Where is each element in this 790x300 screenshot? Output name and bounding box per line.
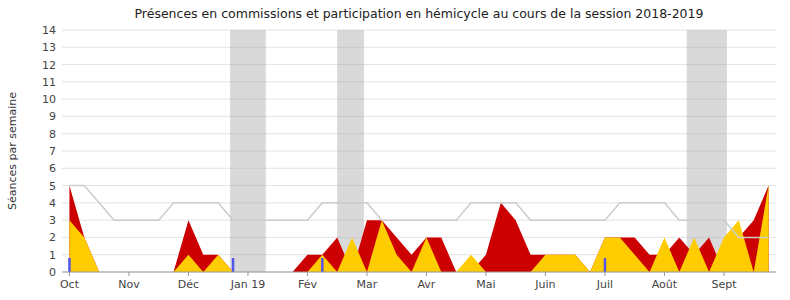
y-axis-label: Séances par semaine	[6, 92, 19, 210]
highlight-bar	[232, 258, 235, 272]
y-tick-label: 7	[49, 145, 56, 158]
grid-line	[62, 168, 776, 169]
x-tick-label: Oct	[60, 278, 80, 291]
grid-line	[62, 30, 776, 31]
y-tick-label: 0	[49, 266, 56, 279]
y-tick-label: 1	[49, 249, 56, 262]
y-tick-label: 9	[49, 110, 56, 123]
y-tick-label: 11	[42, 76, 56, 89]
x-tick-label: Déc	[178, 278, 199, 291]
y-axis: 01234567891011121314	[42, 24, 776, 279]
grid-line	[62, 64, 776, 65]
x-tick-label: Août	[652, 278, 678, 291]
y-tick-label: 2	[49, 231, 56, 244]
grid-line	[62, 81, 776, 82]
x-tick-label: Mar	[357, 278, 378, 291]
recess-band	[337, 30, 364, 272]
highlight-bar	[68, 258, 71, 272]
y-tick-label: 8	[49, 128, 56, 141]
x-tick	[545, 272, 546, 276]
grid-line	[62, 151, 776, 152]
y-tick-label: 12	[42, 59, 56, 72]
background	[0, 0, 790, 300]
area	[69, 186, 768, 272]
grid-line	[62, 202, 776, 203]
x-tick-label: Fév	[298, 278, 317, 291]
x-tick-label: Sept	[711, 278, 737, 291]
x-tick	[426, 272, 427, 276]
x-tick	[188, 272, 189, 276]
x-tick-label: Juin	[534, 278, 555, 291]
x-tick	[366, 272, 367, 276]
x-tick	[247, 272, 248, 276]
x-tick-label: Nov	[118, 278, 140, 291]
x-tick	[604, 272, 605, 276]
highlight-bar	[321, 258, 324, 272]
y-tick-label: 14	[42, 24, 56, 37]
chart: 01234567891011121314OctNovDécJan 19FévMa…	[0, 0, 790, 300]
recess-band	[687, 30, 727, 272]
x-axis-line	[62, 272, 776, 273]
recess-band	[230, 30, 266, 272]
plot-area	[69, 30, 768, 272]
grid-line	[62, 116, 776, 117]
y-tick-label: 10	[42, 93, 56, 106]
grid-line	[62, 185, 776, 186]
y-tick-label: 6	[49, 162, 56, 175]
x-tick	[128, 272, 129, 276]
x-tick	[307, 272, 308, 276]
y-tick-label: 5	[49, 180, 56, 193]
line	[69, 186, 768, 238]
highlight-bar	[604, 258, 607, 272]
grid-line	[62, 99, 776, 100]
x-tick	[723, 272, 724, 276]
x-tick-label: Mai	[476, 278, 495, 291]
title: Présences en commissions et participatio…	[135, 6, 704, 21]
x-tick	[69, 272, 70, 276]
y-tick-label: 3	[49, 214, 56, 227]
grid-line	[62, 47, 776, 48]
area	[69, 186, 768, 272]
y-tick-label: 4	[49, 197, 56, 210]
x-tick	[664, 272, 665, 276]
x-tick	[485, 272, 486, 276]
y-tick-label: 13	[42, 41, 56, 54]
x-tick-label: Avr	[417, 278, 435, 291]
grid-line	[62, 237, 776, 238]
x-tick-label: Jan 19	[230, 278, 265, 291]
grid-line	[62, 133, 776, 134]
x-axis: Oct Nov Déc Jan 19 Fév Mar Avr Mai Juin Juil Août S…	[60, 272, 776, 291]
grid-line	[62, 272, 776, 273]
x-tick-label: Juil	[596, 278, 613, 291]
